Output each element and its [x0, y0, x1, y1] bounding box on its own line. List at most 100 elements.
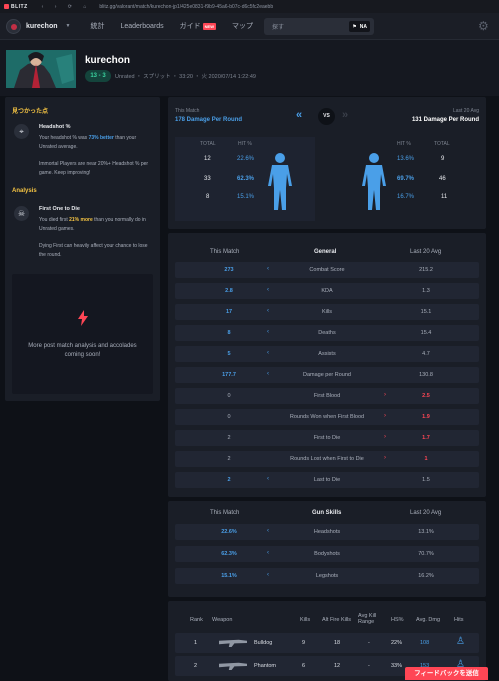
last-20-value: 70.7% [418, 551, 434, 557]
last-20-value: 13.1% [418, 529, 434, 535]
chevron-left-icon: ‹ [267, 350, 269, 356]
headshot-text: Your headshot % was 73% better than your… [39, 135, 137, 150]
right-legs-total: 11 [441, 194, 448, 200]
last-20-value: 1.7 [422, 435, 430, 441]
chevron-left-icon: ‹ [267, 550, 269, 556]
general-row: 0 › Rounds Won when First Blood 1.9 [175, 409, 479, 425]
left-body-hit: 62.3% [237, 176, 255, 182]
col-hits: Hits [454, 617, 464, 623]
general-row: 8 ‹ Deaths 15.4 [175, 325, 479, 341]
weapon-avg-range: - [368, 640, 370, 646]
nav-item-leaderboards[interactable]: Leaderboards [120, 22, 164, 30]
general-last-20-header: Last 20 Avg [410, 249, 442, 255]
lightning-icon [77, 310, 89, 326]
hits-figure-icon: ♙ [456, 659, 465, 670]
col-avg-range: Avg Kill Range [358, 613, 377, 625]
user-avatar[interactable] [6, 18, 21, 34]
general-row: 17 ‹ Kills 15.1 [175, 304, 479, 320]
col-rank: Rank [190, 617, 203, 623]
last-20-value: 16.2% [418, 573, 434, 579]
weapon-gun-icon [219, 662, 247, 670]
left-head-hit: 22.6% [237, 156, 255, 162]
this-match-value: 273 [224, 267, 234, 273]
gear-icon[interactable]: ⚙ [478, 19, 489, 33]
nav-item-guides[interactable]: ガイド [179, 23, 201, 30]
gun-skills-title: Gun Skills [312, 510, 342, 516]
weapon-name: Phantom [254, 663, 277, 669]
stat-label: Assists [318, 351, 336, 357]
match-score-badge: 13 - 3 [85, 70, 111, 82]
agent-art-icon [6, 50, 76, 88]
weapon-kills: 9 [302, 640, 306, 646]
last-20-value: 1.5 [422, 477, 430, 483]
right-legs-hit: 16.7% [397, 194, 415, 200]
chevron-left-icon: ‹ [267, 371, 269, 377]
feedback-button[interactable]: フィードバックを送信 [405, 667, 488, 680]
last-20-value: 1.9 [422, 414, 430, 420]
browser-nav-icons[interactable]: ‹ › ⟳ ⌂ [41, 3, 92, 10]
stat-label: Combat Score [309, 267, 345, 273]
region-label: NA [359, 23, 367, 30]
weapon-avg-dmg: 108 [420, 640, 430, 646]
stat-label: Deaths [318, 330, 336, 336]
this-match-value: 2 [227, 456, 231, 462]
this-match-value: 22.6% [221, 529, 237, 535]
browser-titlebar: BLITZ ‹ › ⟳ ⌂ blitz.gg/valorant/match/ku… [0, 0, 499, 13]
match-meta: Unrated ・ スプリット ・ 33:20 ・ 火 2020/07/14 1… [115, 74, 256, 80]
damage-compare-card: This Match 178 Damage Per Round Last 20 … [168, 97, 486, 229]
general-row: 0 › First Blood 2.5 [175, 388, 479, 404]
nav-item-maps[interactable]: マップ [232, 23, 254, 30]
last-20-value: 215.2 [419, 267, 433, 273]
username[interactable]: kurechon [26, 22, 58, 30]
left-head-total: 12 [204, 156, 211, 162]
right-head-hit: 13.6% [397, 156, 415, 162]
search-input[interactable]: 探す ⚑ NA [264, 18, 374, 35]
chevron-right-icon: › [384, 434, 386, 440]
general-row: 2 › First to Die 1.7 [175, 430, 479, 446]
last-20-value: 2.5 [422, 393, 430, 399]
chevron-left-icon: ‹ [267, 476, 269, 482]
last-20-dpr: 131 Damage Per Round [411, 117, 479, 123]
last-20-value: 1 [424, 456, 428, 462]
nav-item-stats[interactable]: 統計 [90, 23, 105, 30]
coming-soon-panel: More post match analysis and accolades c… [12, 274, 153, 394]
weapon-avg-dmg: 153 [420, 663, 430, 669]
col-alt-kills: Alt Fire Kills [322, 617, 352, 623]
chevron-left-icon: ‹ [267, 329, 269, 335]
weapon-alt-kills: 12 [334, 663, 341, 669]
general-title: General [314, 249, 337, 255]
first-to-die-title: First One to Die [39, 206, 80, 212]
this-match-value: 2 [227, 435, 231, 441]
blitz-logo[interactable]: BLITZ [4, 4, 28, 10]
url-bar[interactable]: blitz.gg/valorant/match/kurechon-jp1/425… [99, 3, 274, 10]
stat-label: Rounds Won when First Blood [289, 414, 365, 420]
weapon-row[interactable]: 2 Phantom 6 12 - 33% 153 ♙ [175, 656, 479, 676]
weapon-hs: 22% [391, 640, 403, 646]
this-match-value: 0 [227, 393, 231, 399]
this-match-value: 2.8 [225, 288, 233, 294]
analysis-section-title: Analysis [12, 188, 37, 194]
this-match-value: 177.7 [222, 372, 236, 378]
chevron-down-icon[interactable]: ▼ [65, 23, 71, 29]
region-selector[interactable]: ⚑ NA [349, 21, 370, 32]
this-match-dpr: 178 Damage Per Round [175, 117, 243, 123]
stat-label: Last to Die [313, 477, 341, 483]
left-legs-total: 8 [206, 194, 210, 200]
body-figure-right-icon [362, 153, 386, 210]
col-hs: HS% [391, 617, 404, 623]
top-nav: kurechon ▼ 統計 Leaderboards ガイド NEW マップ 探… [0, 13, 499, 40]
general-row: 2 › Rounds Lost when First to Die 1 [175, 451, 479, 467]
weapon-gun-icon [219, 639, 247, 647]
gun-skills-card: This Match Gun Skills Last 20 Avg 22.6% ‹… [168, 501, 486, 597]
stat-label: Headshots [313, 529, 341, 535]
chevron-left-icon: ‹ [267, 287, 269, 293]
stat-label: KDA [321, 288, 333, 294]
coming-soon-text: More post match analysis and accolades c… [28, 343, 137, 358]
skull-icon: ☠ [14, 206, 29, 221]
this-match-value: 15.1% [221, 573, 237, 579]
weapon-row[interactable]: 1 Bulldog 9 18 - 22% 108 ♙ [175, 633, 479, 653]
weapon-avg-range: - [368, 663, 370, 669]
this-match-value: 5 [227, 351, 231, 357]
this-match-value: 17 [225, 309, 233, 315]
this-match-hits-panel [175, 137, 315, 221]
